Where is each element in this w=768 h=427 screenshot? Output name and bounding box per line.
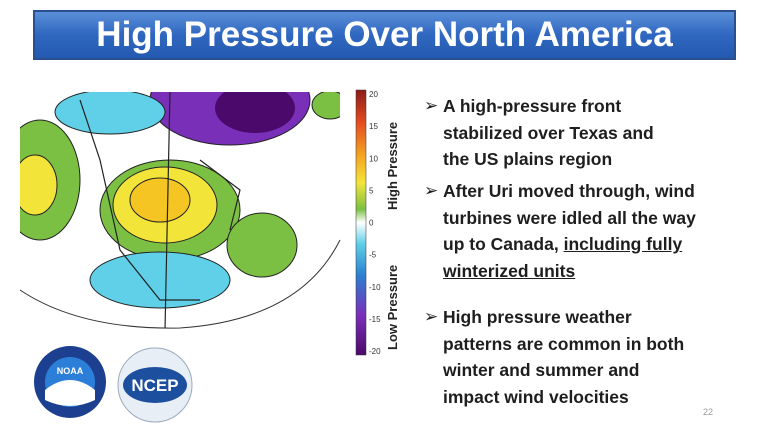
low-pressure-label: Low Pressure: [385, 265, 400, 350]
colorbar-tick: 15: [369, 122, 378, 131]
bullet-line: stabilized over Texas and: [443, 123, 654, 144]
bullet-text: the US plains region: [443, 149, 613, 169]
bullet-arrow: ➢: [424, 307, 439, 326]
bullet-line: High pressure weather: [443, 307, 632, 328]
bullet-text: High pressure weather: [443, 307, 632, 327]
bullet-line: A high-pressure front: [443, 96, 621, 117]
colorbar-tick: 10: [369, 154, 378, 163]
map: [20, 92, 340, 329]
colorbar: [355, 89, 367, 356]
bullet-line: up to Canada, including fully: [443, 234, 682, 255]
bullet-text: up to Canada,: [443, 234, 559, 254]
bullet-line: patterns are common in both: [443, 334, 684, 355]
colorbar-tick: 5: [369, 186, 374, 195]
bullet-line: After Uri moved through, wind: [443, 181, 695, 202]
bullet-line: turbines were idled all the way: [443, 208, 696, 229]
bullet-line: the US plains region: [443, 149, 612, 170]
colorbar-tick: -15: [369, 315, 381, 324]
bullet-arrow: ➢: [424, 181, 439, 200]
ncep-logo: NCEP: [117, 347, 193, 423]
bullet-line: impact wind velocities: [443, 387, 629, 408]
high-pressure-label: High Pressure: [385, 122, 400, 210]
ncep-text: NCEP: [131, 376, 178, 395]
bullet-text: stabilized over Texas and: [443, 122, 654, 143]
bullet-text: winter and summer and: [443, 360, 640, 380]
underlined-text: winterized units: [443, 260, 576, 281]
bullet-text: impact wind velocities: [443, 386, 629, 407]
colorbar-tick: 0: [369, 219, 374, 228]
slide-title: High Pressure Over North America: [33, 10, 736, 60]
colorbar-tick: -5: [369, 251, 377, 260]
noaa-logo: NOAA: [34, 346, 106, 418]
noaa-text: NOAA: [57, 366, 84, 376]
bullet-arrow: ➢: [424, 96, 439, 115]
bullet-text: A high-pressure front: [443, 96, 622, 116]
bullet-line: winterized units: [443, 261, 575, 282]
colorbar-tick: 20: [369, 90, 378, 99]
colorbar-tick: -10: [369, 283, 381, 292]
bullet-text: patterns are common in both: [443, 333, 685, 354]
bullet-line: winter and summer and: [443, 360, 639, 381]
bullet-text: After Uri moved through, wind: [443, 181, 695, 201]
bullet-text: turbines were idled all the way: [443, 207, 696, 228]
slide-number: 22: [703, 407, 714, 417]
colorbar-tick: -20: [369, 347, 381, 356]
underlined-text: including fully: [563, 234, 683, 254]
